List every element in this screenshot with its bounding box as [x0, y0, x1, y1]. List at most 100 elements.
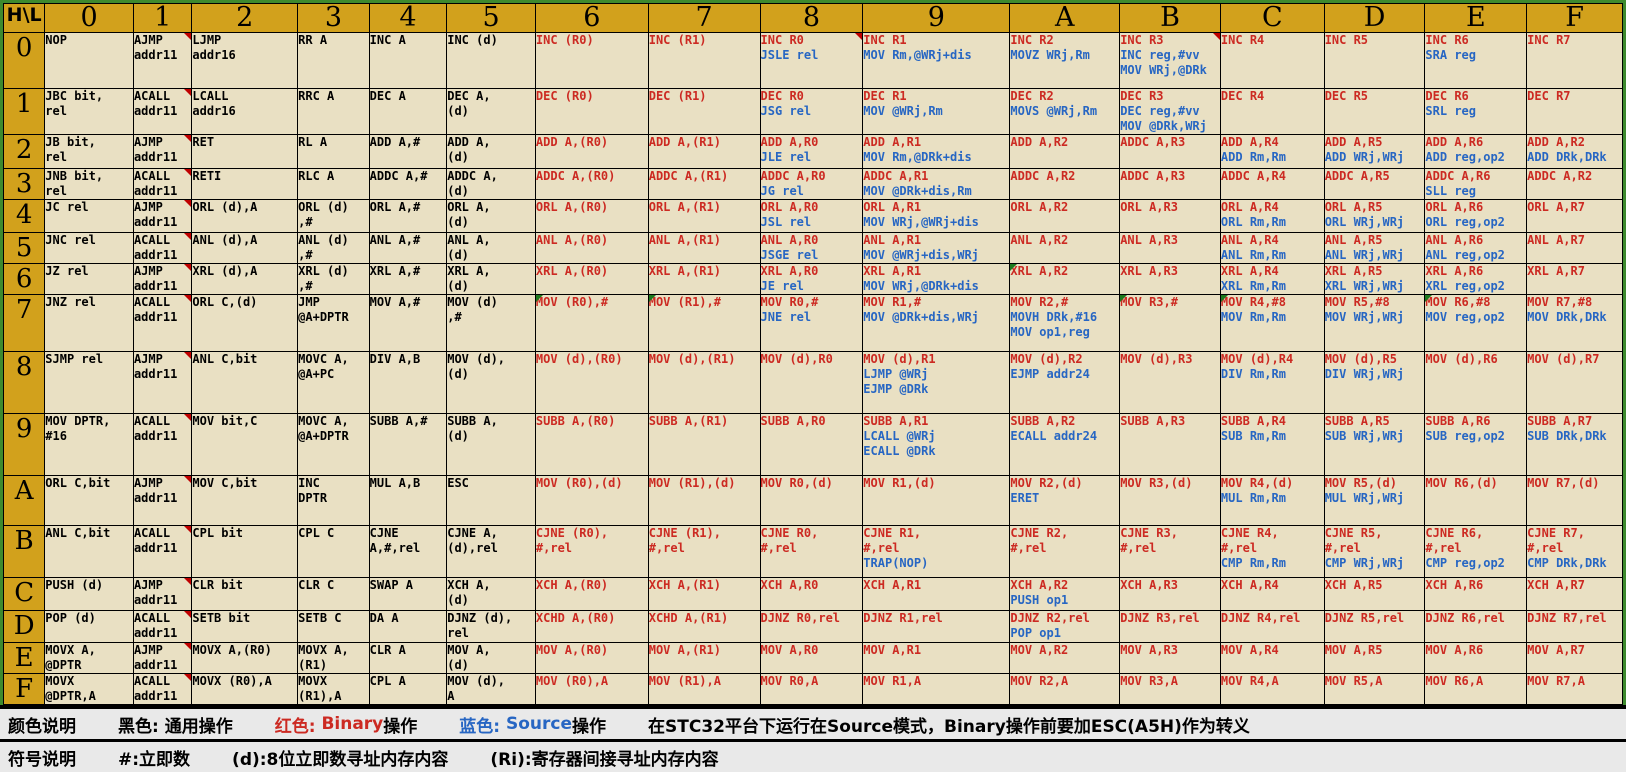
cell-4-F[interactable]: ORL A,R7: [1526, 199, 1623, 233]
cell-D-8[interactable]: DJNZ R0,rel: [759, 610, 864, 643]
cell-2-2[interactable]: RET: [191, 134, 299, 169]
cell-D-7[interactable]: XCHD A,(R1): [647, 610, 761, 643]
cell-8-4[interactable]: DIV A,B: [368, 351, 448, 414]
cell-6-F[interactable]: XRL A,R7: [1526, 263, 1623, 295]
cell-E-5[interactable]: MOV A, (d): [446, 642, 536, 674]
cell-D-C[interactable]: DJNZ R4,rel: [1219, 610, 1325, 643]
cell-8-9[interactable]: MOV (d),R1 LJMP @WRj EJMP @DRk: [862, 351, 1011, 414]
cell-5-D[interactable]: ANL A,R5 ANL WRj,WRj: [1323, 232, 1426, 264]
cell-A-3[interactable]: INC DPTR: [297, 475, 370, 526]
cell-3-8[interactable]: ADDC A,R0 JG rel: [759, 168, 864, 200]
cell-1-C[interactable]: DEC R4: [1219, 88, 1325, 135]
cell-4-9[interactable]: ORL A,R1 MOV WRj,@WRj+dis: [862, 199, 1011, 233]
cell-7-6[interactable]: MOV (R0),#: [534, 294, 649, 352]
cell-5-F[interactable]: ANL A,R7: [1526, 232, 1623, 264]
cell-5-B[interactable]: ANL A,R3: [1119, 232, 1221, 264]
cell-9-8[interactable]: SUBB A,R0: [759, 413, 864, 476]
cell-6-3[interactable]: XRL (d) ,#: [297, 263, 370, 295]
cell-3-4[interactable]: ADDC A,#: [368, 168, 448, 200]
cell-5-C[interactable]: ANL A,R4 ANL Rm,Rm: [1219, 232, 1325, 264]
cell-8-7[interactable]: MOV (d),(R1): [647, 351, 761, 414]
cell-0-D[interactable]: INC R5: [1323, 32, 1426, 89]
cell-A-F[interactable]: MOV R7,(d): [1526, 475, 1623, 526]
row-header-F[interactable]: F: [2, 673, 46, 705]
cell-9-C[interactable]: SUBB A,R4 SUB Rm,Rm: [1219, 413, 1325, 476]
cell-2-B[interactable]: ADDC A,R3: [1119, 134, 1221, 169]
cell-A-E[interactable]: MOV R6,(d): [1424, 475, 1528, 526]
cell-9-9[interactable]: SUBB A,R1 LCALL @WRj ECALL @DRk: [862, 413, 1011, 476]
cell-6-2[interactable]: XRL (d),A: [191, 263, 299, 295]
cell-A-4[interactable]: MUL A,B: [368, 475, 448, 526]
cell-3-0[interactable]: JNB bit, rel: [44, 168, 134, 200]
col-header-1[interactable]: 1: [132, 3, 193, 33]
cell-E-0[interactable]: MOVX A, @DPTR: [44, 642, 134, 674]
cell-9-5[interactable]: SUBB A, (d): [446, 413, 536, 476]
cell-8-B[interactable]: MOV (d),R3: [1119, 351, 1221, 414]
cell-6-4[interactable]: XRL A,#: [368, 263, 448, 295]
cell-9-6[interactable]: SUBB A,(R0): [534, 413, 649, 476]
cell-9-F[interactable]: SUBB A,R7 SUB DRk,DRk: [1526, 413, 1623, 476]
cell-B-8[interactable]: CJNE R0, #,rel: [759, 525, 864, 578]
cell-5-3[interactable]: ANL (d) ,#: [297, 232, 370, 264]
cell-8-C[interactable]: MOV (d),R4 DIV Rm,Rm: [1219, 351, 1325, 414]
cell-3-D[interactable]: ADDC A,R5: [1323, 168, 1426, 200]
cell-B-2[interactable]: CPL bit: [191, 525, 299, 578]
cell-C-2[interactable]: CLR bit: [191, 577, 299, 611]
cell-6-0[interactable]: JZ rel: [44, 263, 134, 295]
cell-B-D[interactable]: CJNE R5, #,rel CMP WRj,WRj: [1323, 525, 1426, 578]
col-header-8[interactable]: 8: [759, 3, 864, 33]
cell-C-0[interactable]: PUSH (d): [44, 577, 134, 611]
cell-A-6[interactable]: MOV (R0),(d): [534, 475, 649, 526]
cell-8-0[interactable]: SJMP rel: [44, 351, 134, 414]
cell-C-7[interactable]: XCH A,(R1): [647, 577, 761, 611]
cell-7-D[interactable]: MOV R5,#8 MOV WRj,WRj: [1323, 294, 1426, 352]
cell-9-3[interactable]: MOVC A, @A+DPTR: [297, 413, 370, 476]
cell-F-F[interactable]: MOV R7,A: [1526, 673, 1623, 705]
cell-7-7[interactable]: MOV (R1),#: [647, 294, 761, 352]
cell-8-8[interactable]: MOV (d),R0: [759, 351, 864, 414]
cell-1-A[interactable]: DEC R2 MOVS @WRj,Rm: [1009, 88, 1121, 135]
cell-0-0[interactable]: NOP: [44, 32, 134, 89]
cell-0-6[interactable]: INC (R0): [534, 32, 649, 89]
cell-A-8[interactable]: MOV R0,(d): [759, 475, 864, 526]
cell-5-A[interactable]: ANL A,R2: [1009, 232, 1121, 264]
cell-1-B[interactable]: DEC R3 DEC reg,#vv MOV @DRk,WRj: [1119, 88, 1221, 135]
cell-D-2[interactable]: SETB bit: [191, 610, 299, 643]
cell-E-1[interactable]: AJMP addr11: [132, 642, 193, 674]
cell-B-B[interactable]: CJNE R3, #,rel: [1119, 525, 1221, 578]
cell-9-7[interactable]: SUBB A,(R1): [647, 413, 761, 476]
cell-C-6[interactable]: XCH A,(R0): [534, 577, 649, 611]
cell-0-7[interactable]: INC (R1): [647, 32, 761, 89]
cell-0-C[interactable]: INC R4: [1219, 32, 1325, 89]
cell-C-E[interactable]: XCH A,R6: [1424, 577, 1528, 611]
cell-C-F[interactable]: XCH A,R7: [1526, 577, 1623, 611]
cell-F-0[interactable]: MOVX @DPTR,A: [44, 673, 134, 705]
cell-1-9[interactable]: DEC R1 MOV @WRj,Rm: [862, 88, 1011, 135]
cell-5-1[interactable]: ACALL addr11: [132, 232, 193, 264]
cell-A-9[interactable]: MOV R1,(d): [862, 475, 1011, 526]
cell-E-8[interactable]: MOV A,R0: [759, 642, 864, 674]
cell-3-9[interactable]: ADDC A,R1 MOV @DRk+dis,Rm: [862, 168, 1011, 200]
cell-7-5[interactable]: MOV (d) ,#: [446, 294, 536, 352]
cell-2-3[interactable]: RL A: [297, 134, 370, 169]
cell-5-8[interactable]: ANL A,R0 JSGE rel: [759, 232, 864, 264]
cell-B-1[interactable]: ACALL addr11: [132, 525, 193, 578]
col-header-6[interactable]: 6: [534, 3, 649, 33]
cell-2-F[interactable]: ADD A,R2 ADD DRk,DRk: [1526, 134, 1623, 169]
cell-F-D[interactable]: MOV R5,A: [1323, 673, 1426, 705]
row-header-4[interactable]: 4: [2, 199, 46, 233]
cell-B-7[interactable]: CJNE (R1), #,rel: [647, 525, 761, 578]
cell-3-A[interactable]: ADDC A,R2: [1009, 168, 1121, 200]
cell-2-6[interactable]: ADD A,(R0): [534, 134, 649, 169]
cell-7-1[interactable]: ACALL addr11: [132, 294, 193, 352]
cell-0-1[interactable]: AJMP addr11: [132, 32, 193, 89]
row-header-E[interactable]: E: [2, 642, 46, 674]
cell-3-E[interactable]: ADDC A,R6 SLL reg: [1424, 168, 1528, 200]
cell-8-6[interactable]: MOV (d),(R0): [534, 351, 649, 414]
cell-6-A[interactable]: XRL A,R2: [1009, 263, 1121, 295]
cell-5-4[interactable]: ANL A,#: [368, 232, 448, 264]
cell-9-B[interactable]: SUBB A,R3: [1119, 413, 1221, 476]
cell-D-3[interactable]: SETB C: [297, 610, 370, 643]
cell-B-4[interactable]: CJNE A,#,rel: [368, 525, 448, 578]
col-header-5[interactable]: 5: [446, 3, 536, 33]
